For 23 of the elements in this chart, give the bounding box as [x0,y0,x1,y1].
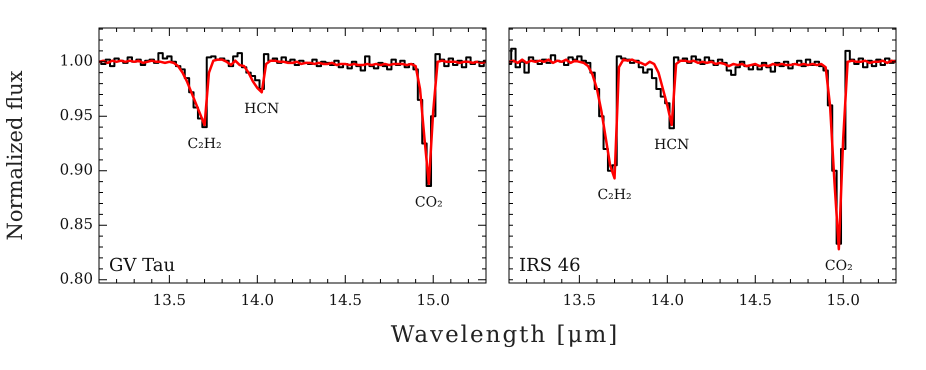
x-axis-title: Wavelength [μm] [390,322,620,348]
annotation: CO₂ [414,194,443,211]
annotation: HCN [654,136,690,153]
x-tick-label: 14.0 [650,290,684,309]
text: GV Tau [109,255,176,276]
y-tick-label: 1.00 [60,52,93,70]
x-tick-label: 14.5 [738,290,772,309]
x-tick-label: 13.5 [152,290,186,309]
x-tick-label: 13.5 [562,290,596,309]
y-tick-label: 0.95 [60,106,93,124]
y-tick-label: 0.90 [60,160,93,179]
annotation: C₂H₂ [597,187,632,204]
y-tick-label: 0.85 [60,215,93,234]
text: IRS 46 [519,255,581,276]
x-tick-label: 14.5 [328,290,362,309]
y-tick-label: 0.80 [60,270,93,288]
annotation: HCN [244,100,280,117]
annotation: CO₂ [824,258,853,274]
x-tick-label: 14.0 [240,290,274,309]
x-tick-label: 15.0 [826,290,860,309]
annotation: C₂H₂ [187,136,222,152]
x-tick-label: 15.0 [416,290,450,309]
y-axis-title: Normalized flux [3,70,28,240]
